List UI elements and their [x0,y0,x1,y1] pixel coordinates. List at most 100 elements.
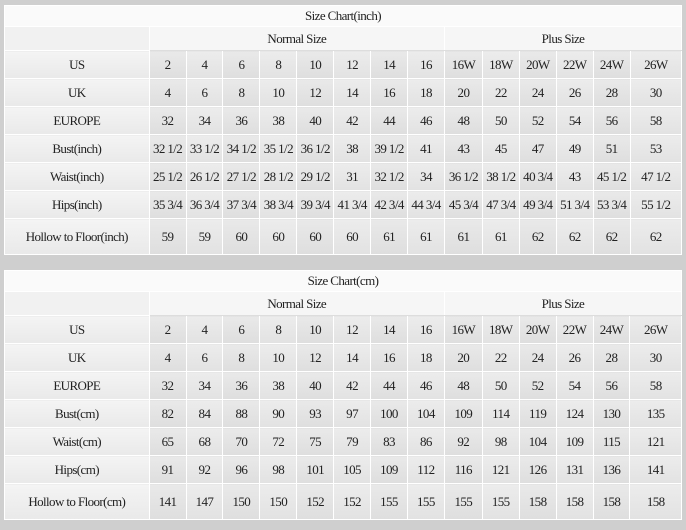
size-cell: 28 1/2 [259,162,298,191]
size-cell: 84 [185,399,224,428]
table-row: Hips(inch) 35 3/4 36 3/4 37 3/4 38 3/4 39 3/4… [4,190,683,219]
size-cell: 88 [222,399,261,428]
size-cell: 20W [518,50,557,79]
size-cell: 79 [333,427,372,456]
size-cell: 22W [555,50,594,79]
size-cell: 44 3/4 [407,190,445,219]
table-row: Waist(inch) 25 1/2 26 1/2 27 1/2 28 1/2 29 1/… [4,162,683,191]
chart-title: Size Chart(inch) [4,5,682,27]
size-cell: 36 [222,371,261,400]
size-cell: 152 [296,483,335,520]
size-cell: 38 1/2 [481,162,520,191]
size-cell: 72 [259,427,298,456]
size-cell: 55 1/2 [629,190,683,219]
size-cell: 52 [518,371,557,400]
size-cell: 121 [629,427,682,456]
size-cell: 61 [370,218,409,255]
size-cell: 16W [443,315,483,344]
size-cell: 26 [555,78,594,107]
size-cell: 8 [259,315,298,344]
size-cell: 28 [592,78,631,107]
blank-cell [4,291,150,316]
size-cell: 8 [259,50,298,79]
size-cell: 56 [592,371,631,400]
size-cell: 54 [555,106,594,135]
size-cell: 47 [518,134,557,163]
size-cell: 49 3/4 [518,190,557,219]
size-cell: 92 [185,455,224,484]
table-row: Hollow to Floor(cm) 141 147 150 150 152 152 155… [4,483,682,520]
size-cell: 32 1/2 [370,162,409,191]
size-cell: 12 [296,343,335,372]
size-cell: 53 3/4 [592,190,631,219]
size-cell: 51 3/4 [555,190,594,219]
size-cell: 136 [592,455,631,484]
size-cell: 10 [296,50,335,79]
size-cell: 32 1/2 [148,134,187,163]
size-cell: 43 [443,134,483,163]
row-label: Bust(cm) [4,399,150,428]
size-cell: 12 [296,78,335,107]
size-cell: 43 [555,162,594,191]
size-cell: 40 [296,371,335,400]
size-cell: 40 3/4 [518,162,557,191]
size-cell: 68 [185,427,224,456]
size-cell: 38 3/4 [259,190,298,219]
size-cell: 26 [555,343,594,372]
size-cell: 83 [370,427,408,456]
size-chart-inch: Size Chart(inch) Normal Size Plus Size US 2 4… [4,5,683,255]
size-cell: 147 [185,483,224,520]
size-table: Size Chart(inch) Normal Size Plus Size US 2 4… [4,5,683,255]
size-cell: 4 [148,78,187,107]
size-cell: 10 [259,343,298,372]
row-label: UK [4,343,150,372]
size-cell: 121 [481,455,520,484]
table-row: UK 4 6 8 10 12 14 16 18 20 22 24 26 28 30 [4,343,682,372]
size-cell: 18W [481,50,520,79]
row-label: Hips(cm) [4,455,150,484]
size-cell: 109 [555,427,594,456]
size-cell: 101 [296,455,335,484]
group-header-plus: Plus Size [443,26,683,51]
size-cell: 47 1/2 [629,162,683,191]
size-cell: 112 [406,455,445,484]
size-cell: 6 [222,50,261,79]
size-cell: 58 [629,371,682,400]
row-label: Bust(inch) [4,134,150,163]
size-cell: 30 [629,343,682,372]
row-label: EUROPE [4,371,150,400]
size-cell: 60 [333,218,372,255]
size-cell: 116 [443,455,483,484]
size-cell: 35 1/2 [259,134,298,163]
size-cell: 50 [481,371,520,400]
size-cell: 32 [148,371,187,400]
size-cell: 2 [148,315,187,344]
size-cell: 96 [222,455,261,484]
size-cell: 31 [333,162,372,191]
size-cell: 61 [407,218,445,255]
size-cell: 2 [148,50,187,79]
table-row: Hollow to Floor(inch) 59 59 60 60 60 60 61 61 61 6… [4,218,683,255]
size-cell: 6 [222,315,261,344]
size-cell: 41 3/4 [333,190,372,219]
size-cell: 8 [222,343,261,372]
size-cell: 24W [592,50,631,79]
size-cell: 158 [592,483,631,520]
size-cell: 155 [481,483,520,520]
size-cell: 14 [370,50,409,79]
size-cell: 119 [518,399,557,428]
size-cell: 12 [333,315,372,344]
size-cell: 158 [518,483,557,520]
size-cell: 62 [592,218,631,255]
size-cell: 26W [629,315,682,344]
size-cell: 39 1/2 [370,134,409,163]
size-cell: 52 [518,106,557,135]
size-cell: 62 [555,218,594,255]
size-cell: 36 1/2 [443,162,483,191]
size-cell: 20W [518,315,557,344]
row-label: US [4,50,150,79]
size-cell: 16 [370,343,408,372]
size-cell: 135 [629,399,682,428]
size-cell: 104 [518,427,557,456]
size-cell: 131 [555,455,594,484]
